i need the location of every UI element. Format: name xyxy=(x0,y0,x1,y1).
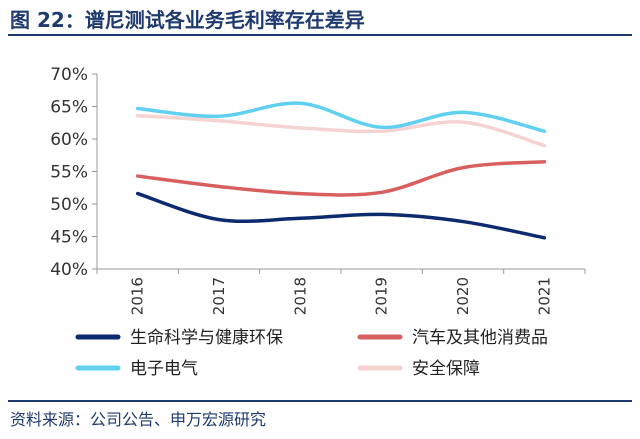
series-line xyxy=(135,113,547,148)
series-line xyxy=(135,191,547,240)
y-tick-label: 65% xyxy=(50,98,88,118)
y-tick-label: 70% xyxy=(50,65,88,85)
x-tick-label: 2018 xyxy=(291,277,309,315)
legend-label: 安全保障 xyxy=(412,359,480,379)
y-tick-label: 55% xyxy=(50,163,88,183)
y-tick-label: 45% xyxy=(50,228,88,248)
series-line xyxy=(135,160,547,197)
y-tick-label: 40% xyxy=(50,260,88,280)
chart-axes: 40% 45% 50% 55% 60% 65% 70% 2016 2017 2018 2019 202… xyxy=(50,65,586,315)
x-tick-label: 2016 xyxy=(129,277,147,315)
source-divider xyxy=(8,400,632,402)
legend-label: 汽车及其他消费品 xyxy=(412,328,548,348)
legend-label: 生命科学与健康环保 xyxy=(130,328,283,348)
y-tick-label: 60% xyxy=(50,130,88,150)
x-tick-label: 2017 xyxy=(210,277,228,315)
title-divider xyxy=(8,34,632,36)
legend-label: 电子电气 xyxy=(130,359,198,379)
x-tick-label: 2021 xyxy=(535,277,553,315)
series-line xyxy=(135,101,547,133)
x-tick-label: 2019 xyxy=(373,277,391,315)
page-title: 图 22：谱尼测试各业务毛利率存在差异 xyxy=(10,8,365,32)
y-tick-label: 50% xyxy=(50,195,88,215)
x-tick-label: 2020 xyxy=(454,277,472,315)
line-chart: 40% 45% 50% 55% 60% 65% 70% 2016 2017 2018 2019 202… xyxy=(50,65,586,379)
chart-series xyxy=(135,101,547,240)
source-note: 资料来源：公司公告、申万宏源研究 xyxy=(10,410,267,429)
